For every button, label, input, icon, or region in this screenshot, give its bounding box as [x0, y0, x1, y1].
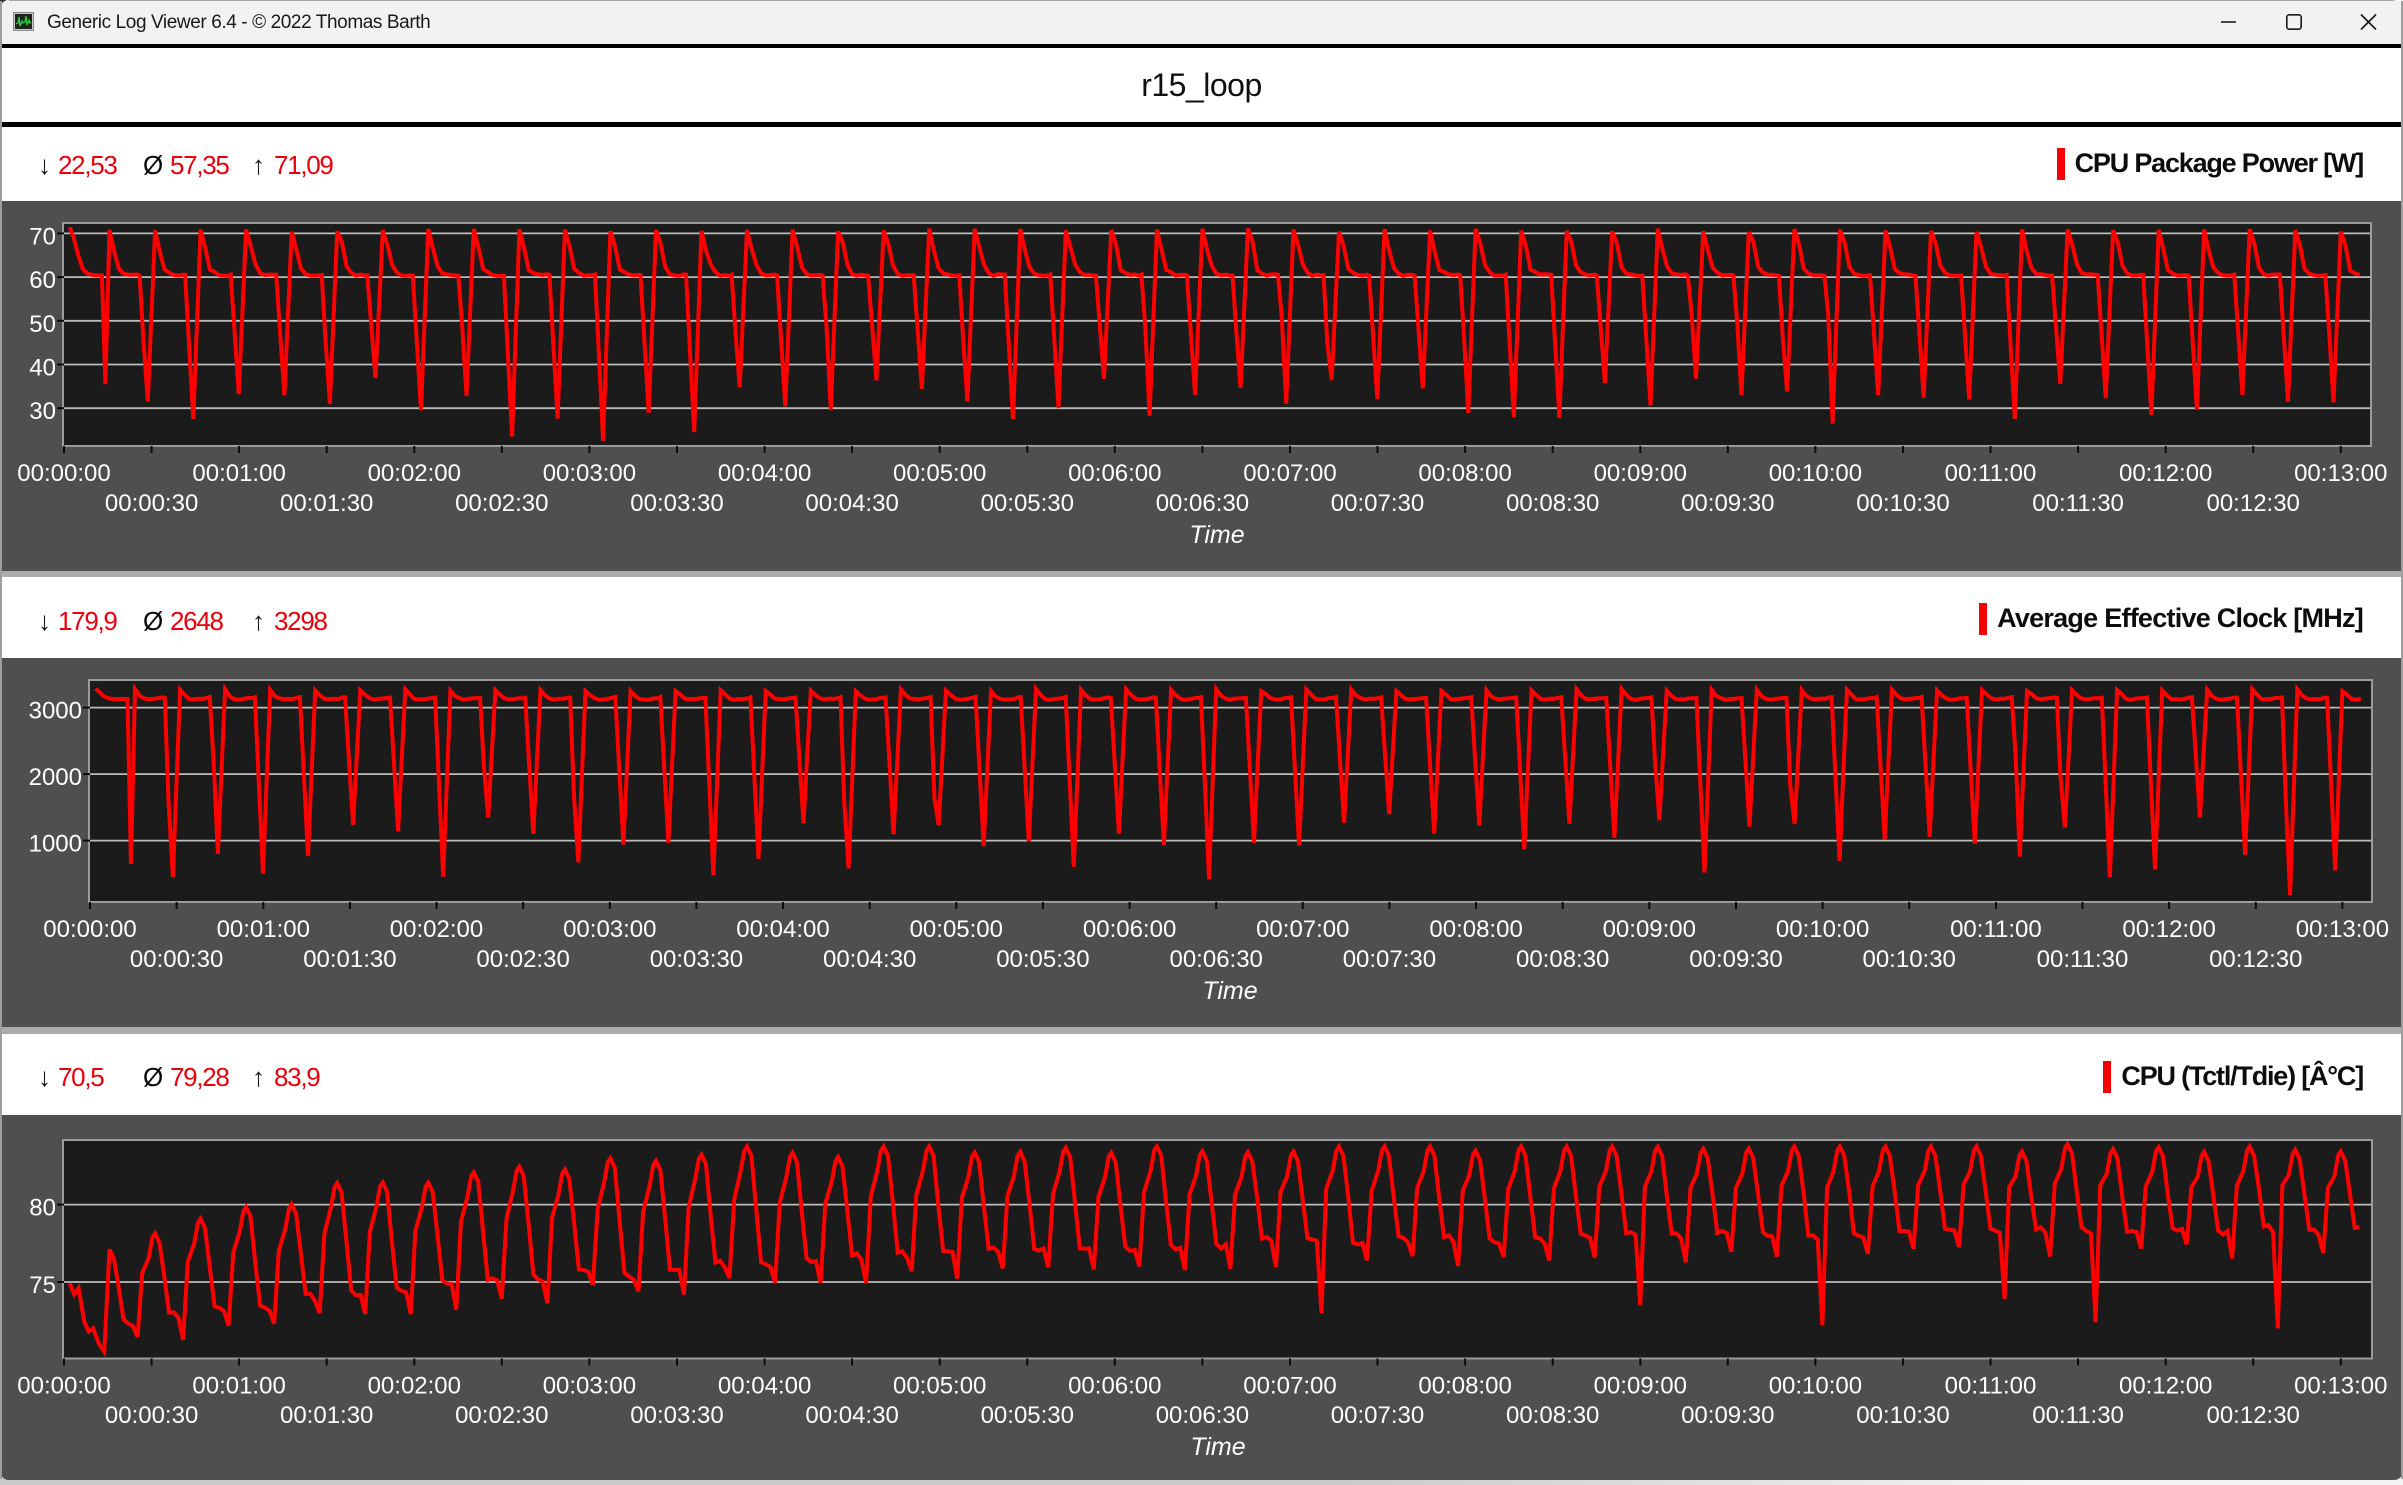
svg-text:00:02:00: 00:02:00 — [390, 916, 483, 943]
svg-text:00:05:30: 00:05:30 — [981, 1402, 1074, 1429]
svg-text:00:08:30: 00:08:30 — [1506, 1402, 1599, 1429]
svg-text:Time: Time — [1202, 977, 1257, 1005]
svg-text:00:09:00: 00:09:00 — [1594, 460, 1687, 487]
svg-text:00:00:00: 00:00:00 — [17, 460, 110, 487]
svg-text:00:06:00: 00:06:00 — [1068, 460, 1161, 487]
svg-text:00:09:30: 00:09:30 — [1681, 1402, 1774, 1429]
svg-text:00:08:00: 00:08:00 — [1418, 1372, 1511, 1399]
svg-text:00:11:00: 00:11:00 — [1945, 1372, 2037, 1399]
svg-text:00:00:30: 00:00:30 — [105, 1402, 198, 1429]
svg-text:1000: 1000 — [29, 831, 82, 858]
svg-text:00:05:30: 00:05:30 — [981, 490, 1074, 517]
svg-text:00:10:30: 00:10:30 — [1856, 1402, 1949, 1429]
svg-text:50: 50 — [29, 311, 56, 338]
svg-text:00:11:30: 00:11:30 — [2032, 490, 2124, 517]
svg-text:00:10:00: 00:10:00 — [1769, 1372, 1862, 1399]
svg-text:00:03:30: 00:03:30 — [650, 946, 743, 973]
svg-text:00:06:30: 00:06:30 — [1156, 1402, 1249, 1429]
svg-text:00:05:30: 00:05:30 — [996, 946, 1089, 973]
svg-text:00:09:30: 00:09:30 — [1681, 490, 1774, 517]
svg-text:00:08:00: 00:08:00 — [1429, 916, 1522, 943]
svg-text:2000: 2000 — [29, 764, 82, 791]
svg-text:00:04:00: 00:04:00 — [736, 916, 829, 943]
svg-text:00:03:00: 00:03:00 — [543, 1372, 636, 1399]
svg-text:3000: 3000 — [29, 698, 82, 725]
svg-text:00:02:00: 00:02:00 — [368, 1372, 461, 1399]
svg-text:00:13:00: 00:13:00 — [2294, 460, 2387, 487]
svg-text:00:07:30: 00:07:30 — [1343, 946, 1436, 973]
svg-text:00:08:30: 00:08:30 — [1516, 946, 1609, 973]
svg-text:00:04:30: 00:04:30 — [805, 1402, 898, 1429]
svg-text:00:11:00: 00:11:00 — [1945, 460, 2037, 487]
svg-text:00:04:00: 00:04:00 — [718, 1372, 811, 1399]
svg-text:00:07:00: 00:07:00 — [1256, 916, 1349, 943]
svg-text:00:07:00: 00:07:00 — [1243, 1372, 1336, 1399]
svg-text:00:10:30: 00:10:30 — [1856, 490, 1949, 517]
svg-text:70: 70 — [29, 223, 56, 250]
svg-text:80: 80 — [29, 1195, 56, 1222]
svg-text:00:03:30: 00:03:30 — [630, 1402, 723, 1429]
svg-text:00:01:00: 00:01:00 — [192, 1372, 285, 1399]
svg-text:00:05:00: 00:05:00 — [910, 916, 1003, 943]
svg-text:00:01:30: 00:01:30 — [303, 946, 396, 973]
svg-text:00:10:00: 00:10:00 — [1769, 460, 1862, 487]
svg-text:00:04:30: 00:04:30 — [823, 946, 916, 973]
svg-text:00:12:30: 00:12:30 — [2209, 946, 2302, 973]
svg-text:00:00:00: 00:00:00 — [43, 916, 136, 943]
svg-text:00:08:00: 00:08:00 — [1418, 460, 1511, 487]
svg-text:00:05:00: 00:05:00 — [893, 1372, 986, 1399]
svg-text:00:06:00: 00:06:00 — [1083, 916, 1176, 943]
svg-text:00:13:00: 00:13:00 — [2296, 916, 2389, 943]
svg-text:00:11:30: 00:11:30 — [2037, 946, 2129, 973]
svg-text:00:04:00: 00:04:00 — [718, 460, 811, 487]
svg-text:Time: Time — [1189, 521, 1244, 549]
svg-text:00:01:30: 00:01:30 — [280, 490, 373, 517]
svg-text:00:09:00: 00:09:00 — [1594, 1372, 1687, 1399]
svg-text:00:00:00: 00:00:00 — [17, 1372, 110, 1399]
svg-text:00:06:30: 00:06:30 — [1169, 946, 1262, 973]
svg-text:00:01:30: 00:01:30 — [280, 1402, 373, 1429]
svg-text:00:07:30: 00:07:30 — [1331, 490, 1424, 517]
svg-text:00:03:00: 00:03:00 — [543, 460, 636, 487]
svg-text:00:02:30: 00:02:30 — [476, 946, 569, 973]
svg-text:00:11:00: 00:11:00 — [1950, 916, 2042, 943]
svg-text:00:12:30: 00:12:30 — [2206, 1402, 2299, 1429]
svg-text:Time: Time — [1190, 1433, 1245, 1461]
svg-text:00:07:00: 00:07:00 — [1243, 460, 1336, 487]
svg-text:00:12:00: 00:12:00 — [2119, 460, 2212, 487]
svg-text:00:11:30: 00:11:30 — [2032, 1402, 2124, 1429]
svg-text:00:12:00: 00:12:00 — [2119, 1372, 2212, 1399]
svg-text:00:10:00: 00:10:00 — [1776, 916, 1869, 943]
svg-text:00:04:30: 00:04:30 — [805, 490, 898, 517]
svg-text:00:00:30: 00:00:30 — [105, 490, 198, 517]
svg-text:60: 60 — [29, 267, 56, 294]
svg-text:00:06:00: 00:06:00 — [1068, 1372, 1161, 1399]
svg-text:40: 40 — [29, 355, 56, 382]
svg-text:00:02:30: 00:02:30 — [455, 1402, 548, 1429]
svg-text:00:10:30: 00:10:30 — [1862, 946, 1955, 973]
svg-text:00:08:30: 00:08:30 — [1506, 490, 1599, 517]
svg-text:00:06:30: 00:06:30 — [1156, 490, 1249, 517]
svg-text:00:03:30: 00:03:30 — [630, 490, 723, 517]
svg-text:00:09:30: 00:09:30 — [1689, 946, 1782, 973]
svg-text:00:02:00: 00:02:00 — [368, 460, 461, 487]
svg-text:00:07:30: 00:07:30 — [1331, 1402, 1424, 1429]
svg-text:75: 75 — [29, 1272, 56, 1299]
svg-text:00:03:00: 00:03:00 — [563, 916, 656, 943]
svg-text:00:09:00: 00:09:00 — [1603, 916, 1696, 943]
svg-text:00:00:30: 00:00:30 — [130, 946, 223, 973]
svg-text:00:13:00: 00:13:00 — [2294, 1372, 2387, 1399]
svg-text:00:02:30: 00:02:30 — [455, 490, 548, 517]
svg-text:30: 30 — [29, 398, 56, 425]
svg-text:00:01:00: 00:01:00 — [192, 460, 285, 487]
svg-text:00:01:00: 00:01:00 — [217, 916, 310, 943]
svg-text:00:05:00: 00:05:00 — [893, 460, 986, 487]
svg-text:00:12:00: 00:12:00 — [2122, 916, 2215, 943]
svg-text:00:12:30: 00:12:30 — [2206, 490, 2299, 517]
